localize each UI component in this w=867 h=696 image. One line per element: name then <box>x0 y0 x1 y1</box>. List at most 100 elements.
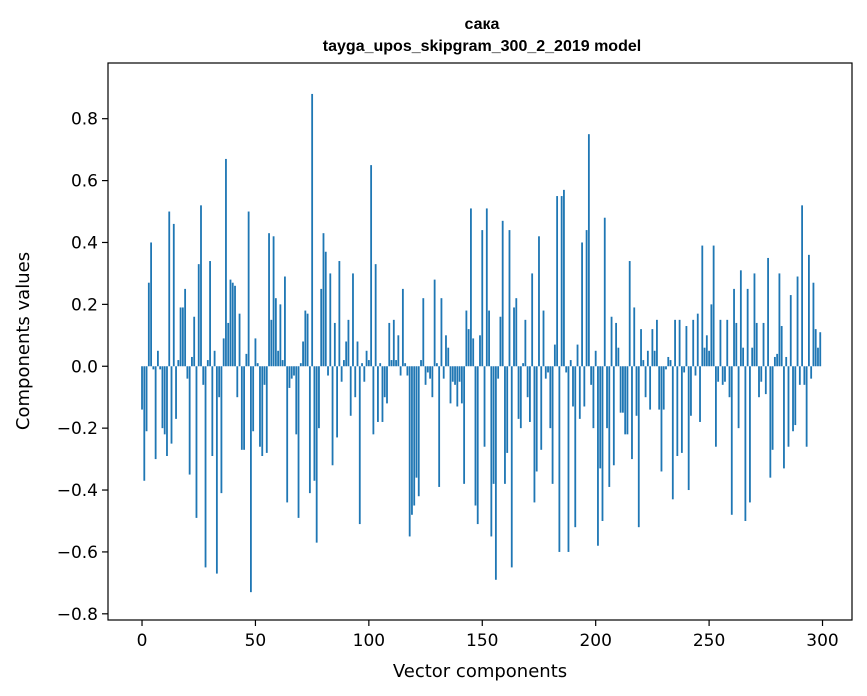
y-tick-label: 0.4 <box>71 233 98 253</box>
bar-component-11 <box>166 366 168 456</box>
bar-component-160 <box>504 366 506 484</box>
bar-component-7 <box>157 350 159 367</box>
bar-component-259 <box>728 366 731 398</box>
y-tick-label: 0.8 <box>71 110 98 130</box>
bar-component-166 <box>517 366 520 419</box>
bar-component-33 <box>215 366 218 574</box>
bar-component-281 <box>778 273 781 367</box>
bar-component-1 <box>143 366 146 481</box>
bar-component-63 <box>284 276 286 367</box>
bar-component-209 <box>615 322 617 367</box>
bar-component-10 <box>163 366 166 435</box>
bar-component-248 <box>703 347 706 367</box>
bar-component-61 <box>279 304 282 367</box>
bar-component-86 <box>336 366 338 438</box>
bar-component-159 <box>501 220 504 367</box>
bar-component-201 <box>597 366 599 546</box>
bar-component-285 <box>787 366 790 447</box>
bar-component-245 <box>696 313 699 367</box>
bar-component-167 <box>519 366 522 429</box>
bar-component-150 <box>481 230 484 367</box>
y-tick-label: −0.6 <box>57 543 98 563</box>
bar-component-213 <box>624 366 627 435</box>
bar-component-110 <box>390 360 393 367</box>
bar-component-114 <box>399 366 402 376</box>
bar-component-140 <box>458 366 461 382</box>
bar-component-264 <box>739 270 742 367</box>
bar-component-93 <box>352 273 354 367</box>
bar-component-288 <box>794 366 797 426</box>
bar-component-286 <box>789 295 792 367</box>
bar-component-62 <box>281 360 284 367</box>
bar-component-9 <box>161 366 164 429</box>
bar-component-203 <box>601 366 604 521</box>
bar-component-184 <box>558 366 561 552</box>
bar-component-130 <box>436 363 438 367</box>
bar-component-195 <box>583 366 586 407</box>
bar-component-19 <box>184 288 187 367</box>
bar-component-107 <box>383 366 386 398</box>
bar-component-188 <box>567 366 570 552</box>
bar-component-242 <box>690 366 692 416</box>
bar-component-143 <box>465 310 468 367</box>
bar-component-2 <box>145 366 148 432</box>
bar-component-172 <box>531 273 534 367</box>
bar-component-49 <box>252 366 255 432</box>
bar-component-292 <box>803 366 806 385</box>
y-tick-label: −0.8 <box>57 605 98 625</box>
bar-component-220 <box>640 329 642 367</box>
bar-component-131 <box>438 366 441 487</box>
y-tick-label: −0.4 <box>57 481 98 501</box>
bar-component-291 <box>801 205 803 367</box>
bar-component-161 <box>506 366 509 453</box>
bar-component-234 <box>671 366 674 500</box>
bar-component-51 <box>256 363 259 367</box>
x-axis-label: Vector components <box>393 661 567 682</box>
bar-component-153 <box>488 310 490 367</box>
x-tick-label: 100 <box>353 631 385 651</box>
bar-component-68 <box>295 366 298 435</box>
bar-component-176 <box>540 366 543 450</box>
bar-component-64 <box>286 366 289 503</box>
y-axis-label: Components values <box>13 252 34 430</box>
bar-component-202 <box>599 366 602 469</box>
bar-component-210 <box>617 347 620 367</box>
bar-component-103 <box>374 264 377 367</box>
y-tick-label: 0.0 <box>71 357 98 377</box>
bar-component-255 <box>719 319 722 367</box>
bar-component-211 <box>619 366 622 413</box>
bar-component-151 <box>483 366 486 447</box>
bar-component-124 <box>422 298 425 367</box>
bar-component-4 <box>150 242 152 367</box>
bar-component-189 <box>569 360 572 367</box>
bar-component-272 <box>758 366 760 398</box>
bar-component-76 <box>313 366 316 481</box>
bar-component-158 <box>499 316 502 367</box>
bar-component-182 <box>553 344 556 367</box>
chart-title: сака <box>465 16 500 33</box>
bar-component-135 <box>447 347 450 367</box>
bar-component-35 <box>220 366 223 494</box>
bar-component-34 <box>218 366 221 398</box>
bar-component-225 <box>651 329 654 367</box>
bar-component-193 <box>578 366 581 419</box>
y-tick-label: 0.6 <box>71 172 98 192</box>
bar-component-227 <box>656 319 658 367</box>
bar-component-215 <box>628 261 631 367</box>
bar-component-183 <box>556 196 559 367</box>
bar-component-20 <box>186 366 189 379</box>
bar-component-67 <box>293 366 295 376</box>
bar-component-155 <box>492 366 495 484</box>
bar-component-142 <box>463 366 466 484</box>
bar-component-69 <box>297 366 300 518</box>
bar-component-290 <box>798 366 801 385</box>
bar-component-181 <box>551 366 554 484</box>
bar-component-84 <box>331 366 334 466</box>
bar-component-134 <box>445 335 447 367</box>
bar-component-185 <box>560 196 563 367</box>
bar-component-249 <box>705 335 708 367</box>
bar-component-295 <box>810 366 813 379</box>
bar-component-180 <box>549 366 552 429</box>
bar-component-241 <box>687 366 690 491</box>
bar-component-83 <box>329 273 332 367</box>
